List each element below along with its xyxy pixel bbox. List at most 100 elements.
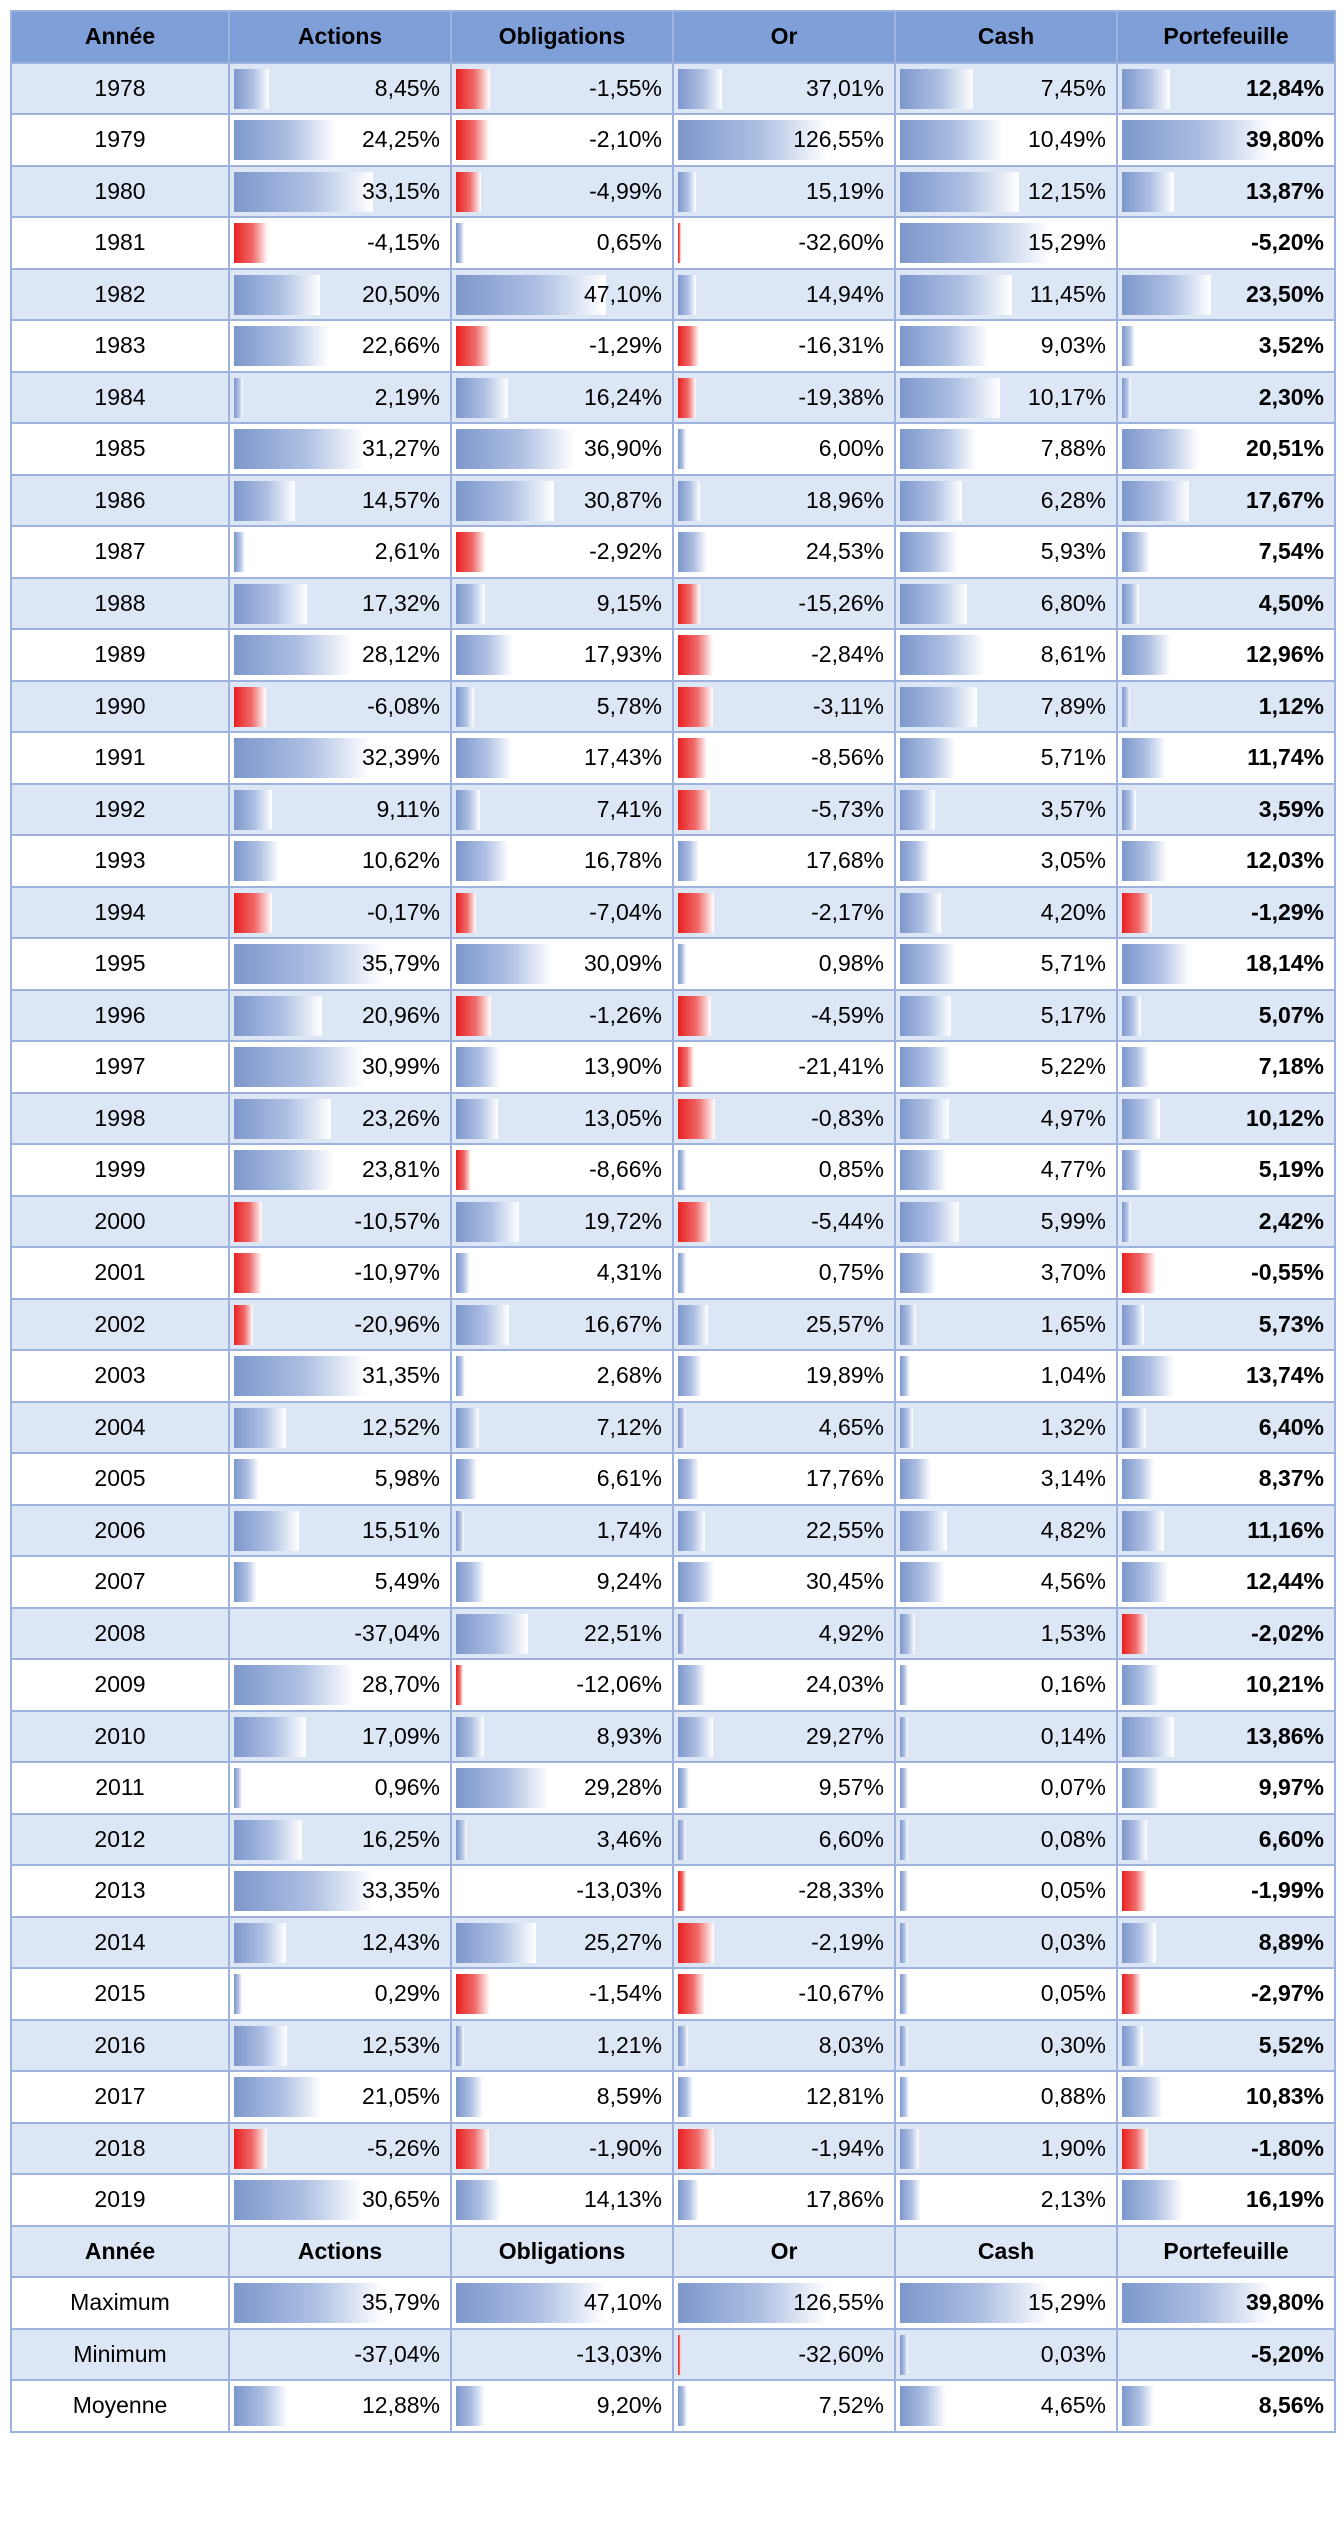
positive-data-bar — [678, 2077, 694, 2117]
cell-value: 22,66% — [361, 332, 440, 358]
positive-data-bar — [234, 2283, 384, 2323]
table-row: 2006 15,51% 1,74% 22,55% 4,82% 11,16% — [10, 1503, 1336, 1557]
portefeuille-cell: 12,44% — [1116, 1555, 1336, 1609]
year-cell: 1997 — [10, 1040, 230, 1094]
or-cell: 7,52% — [672, 2379, 896, 2433]
portefeuille-cell: 5,73% — [1116, 1297, 1336, 1351]
cell-value: -8,56% — [811, 744, 884, 770]
year-cell: 1981 — [10, 216, 230, 270]
obligations-cell: -1,29% — [450, 319, 674, 373]
positive-data-bar — [900, 429, 978, 469]
negative-data-bar — [234, 223, 269, 263]
cell-value: -2,10% — [589, 126, 662, 152]
positive-data-bar — [456, 1510, 464, 1551]
portefeuille-cell: -5,20% — [1116, 2327, 1336, 2381]
positive-data-bar — [900, 1768, 908, 1808]
obligations-cell: -1,54% — [450, 1967, 674, 2021]
obligations-cell: 16,24% — [450, 370, 674, 424]
table-row: 2003 31,35% 2,68% 19,89% 1,04% 13,74% — [10, 1349, 1336, 1403]
actions-cell: 28,70% — [228, 1658, 452, 1712]
actions-cell: 31,35% — [228, 1349, 452, 1403]
obligations-cell: -13,03% — [450, 2327, 674, 2381]
or-cell: 14,94% — [672, 267, 896, 321]
table-row: 1992 9,11% 7,41% -5,73% 3,57% 3,59% — [10, 782, 1336, 836]
portefeuille-cell: 11,74% — [1116, 731, 1336, 785]
positive-data-bar — [678, 1716, 713, 1757]
positive-data-bar — [900, 2386, 946, 2426]
negative-data-bar — [1122, 1974, 1141, 2014]
positive-data-bar — [900, 1459, 931, 1499]
cell-value: 30,09% — [583, 950, 662, 976]
summary-header-row: Année Actions Obligations Or Cash Portefeuill… — [10, 2224, 1336, 2278]
year-cell: 2019 — [10, 2173, 230, 2227]
portefeuille-cell: 5,07% — [1116, 988, 1336, 1042]
positive-data-bar — [1122, 583, 1139, 624]
cash-cell: 7,45% — [894, 61, 1118, 115]
positive-data-bar — [1122, 68, 1171, 109]
cell-value: 2,13% — [1040, 2186, 1106, 2212]
cash-cell: 0,88% — [894, 2070, 1118, 2124]
cell-value: 5,99% — [1040, 1207, 1106, 1234]
year-cell: 1994 — [10, 885, 230, 939]
actions-cell: 28,12% — [228, 628, 452, 682]
or-cell: 17,68% — [672, 834, 896, 888]
negative-data-bar — [234, 686, 267, 727]
actions-cell: 35,79% — [228, 2276, 452, 2330]
positive-data-bar — [234, 1150, 334, 1190]
negative-data-bar — [456, 120, 489, 160]
cell-value: 12,88% — [361, 2392, 440, 2418]
cell-value: 5,71% — [1040, 744, 1106, 770]
positive-data-bar — [678, 429, 686, 469]
portefeuille-cell: -1,99% — [1116, 1864, 1336, 1918]
cell-value: 0,16% — [1040, 1671, 1106, 1697]
actions-cell: 12,53% — [228, 2018, 452, 2072]
table-row: 1997 30,99% 13,90% -21,41% 5,22% 7,18% — [10, 1040, 1336, 1094]
positive-data-bar — [900, 480, 962, 521]
positive-data-bar — [900, 1253, 937, 1293]
actions-cell: -0,17% — [228, 885, 452, 939]
cell-value: 12,53% — [361, 2031, 440, 2058]
negative-data-bar — [678, 738, 708, 778]
positive-data-bar — [234, 429, 366, 469]
obligations-cell: -1,90% — [450, 2121, 674, 2175]
table-row: 1991 32,39% 17,43% -8,56% 5,71% 11,74% — [10, 731, 1336, 785]
actions-cell: 17,09% — [228, 1709, 452, 1763]
or-cell: -10,67% — [672, 1967, 896, 2021]
year-cell: 1999 — [10, 1143, 230, 1197]
cell-value: 20,50% — [361, 280, 440, 307]
actions-cell: -4,15% — [228, 216, 452, 270]
actions-cell: 22,66% — [228, 319, 452, 373]
cell-value: 11,45% — [1029, 280, 1106, 307]
obligations-cell: 8,93% — [450, 1709, 674, 1763]
negative-data-bar — [1122, 1613, 1147, 1654]
cash-cell: 6,80% — [894, 576, 1118, 630]
cash-cell: 5,17% — [894, 988, 1118, 1042]
column-header-portefeuille: Portefeuille — [1116, 2224, 1336, 2278]
cell-value: -5,20% — [1251, 2340, 1324, 2367]
year-cell: 1996 — [10, 988, 230, 1042]
obligations-cell: -1,55% — [450, 61, 674, 115]
positive-data-bar — [234, 841, 279, 881]
cell-value: 8,45% — [374, 74, 440, 101]
cell-value: 8,61% — [1040, 641, 1106, 667]
positive-data-bar — [678, 1407, 686, 1448]
portefeuille-cell: 12,96% — [1116, 628, 1336, 682]
portefeuille-cell: 10,83% — [1116, 2070, 1336, 2124]
positive-data-bar — [234, 377, 244, 418]
cell-value: 7,89% — [1040, 692, 1106, 719]
cell-value: 29,28% — [583, 1774, 662, 1800]
cell-value: 6,61% — [596, 1465, 662, 1491]
positive-data-bar — [456, 1201, 519, 1242]
table-row: 2005 5,98% 6,61% 17,76% 3,14% 8,37% — [10, 1452, 1336, 1506]
year-cell: 1982 — [10, 267, 230, 321]
cell-value: 7,41% — [596, 795, 662, 822]
cell-value: 10,17% — [1027, 383, 1106, 410]
portefeuille-cell: 10,21% — [1116, 1658, 1336, 1712]
cell-value: 13,05% — [583, 1104, 662, 1131]
positive-data-bar — [1122, 944, 1191, 984]
or-cell: -1,94% — [672, 2121, 896, 2175]
cash-cell: 15,29% — [894, 216, 1118, 270]
year-cell: 1980 — [10, 164, 230, 218]
year-cell: 1989 — [10, 628, 230, 682]
obligations-cell: 7,41% — [450, 782, 674, 836]
